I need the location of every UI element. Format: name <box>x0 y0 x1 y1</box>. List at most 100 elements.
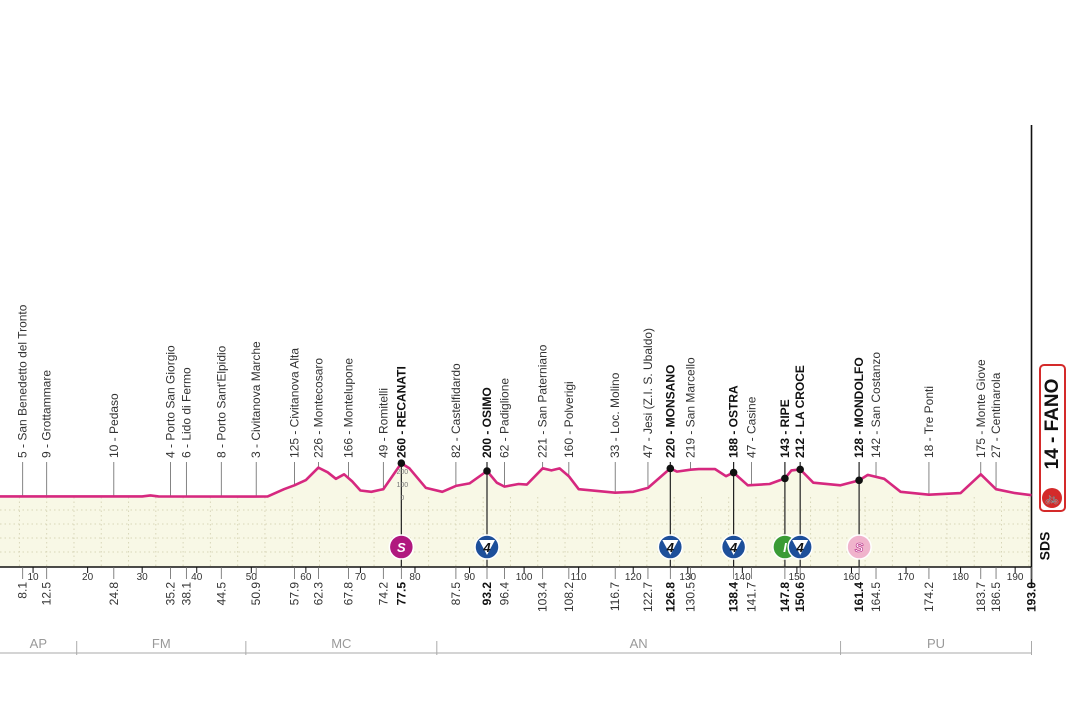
summit-dot <box>781 474 789 483</box>
place-label: 160 - Polverigi <box>562 381 576 458</box>
marker-symbol: I <box>783 540 787 555</box>
place-label: 142 - San Costanzo <box>869 352 883 458</box>
km-label: 93.2 <box>480 582 494 606</box>
place-label: 175 - Monte Giove <box>974 359 988 458</box>
x-tick-label: 100 <box>516 572 533 583</box>
province-label: AP <box>30 636 47 651</box>
x-tick-label: 180 <box>952 572 969 583</box>
x-tick-label: 110 <box>571 572 587 583</box>
x-tick-label: 30 <box>137 572 149 583</box>
place-label: 47 - Jesi (Z.I. S. Ubaldo) <box>641 328 655 458</box>
cyclist-icon: 🚲 <box>1042 488 1062 508</box>
place-label: 8 - Porto Sant'Elpidio <box>214 345 228 458</box>
summit-dot <box>483 467 491 475</box>
km-label: 164.5 <box>869 582 883 612</box>
sprint-marker-icon: S <box>846 534 872 560</box>
place-label: 4 - Porto San Giorgio <box>164 345 178 458</box>
km-label: 122.7 <box>641 582 655 612</box>
x-tick-label: 20 <box>82 572 94 583</box>
km-label: 24.8 <box>107 582 121 606</box>
finish-label: 14 - FANO <box>1041 378 1063 469</box>
summit-dot <box>729 468 738 477</box>
place-label: 10 - Pedaso <box>107 393 121 458</box>
climb-marker-icon: 4 <box>474 534 500 560</box>
marker-triangle <box>478 540 495 555</box>
x-tick-label: 140 <box>734 572 751 583</box>
km-label: 161.4 <box>852 582 866 612</box>
place-label: 219 - San Marcello <box>684 357 698 458</box>
summit-dot <box>397 459 406 468</box>
summit-dot <box>796 465 804 474</box>
x-tick-label: 130 <box>679 572 696 583</box>
marker-triangle <box>662 540 679 555</box>
km-label: 87.5 <box>449 582 463 606</box>
province-label: MC <box>331 636 351 651</box>
place-label: 5 - San Benedetto del Tronto <box>16 304 30 458</box>
km-label: 38.1 <box>179 582 193 606</box>
km-label: 116.7 <box>608 582 622 611</box>
sprint-marker-icon: S <box>388 534 415 560</box>
place-label: 3 - Civitanova Marche <box>249 341 263 458</box>
x-tick-label: 160 <box>843 572 860 583</box>
x-tick-label: 90 <box>464 572 476 583</box>
elevation-scale-label: 0 <box>400 495 404 502</box>
place-label: 49 - Romitelli <box>376 388 390 458</box>
finish-badge: 14 - FANO 🚲 <box>1039 364 1066 512</box>
km-label: 138.4 <box>727 582 741 612</box>
km-label: 74.2 <box>376 582 390 606</box>
marker-symbol: 4 <box>729 540 738 555</box>
place-label: 62 - Padiglione <box>497 378 511 458</box>
km-label: 44.5 <box>214 582 228 606</box>
x-tick-label: 150 <box>789 572 806 583</box>
km-label: 126.8 <box>663 582 677 612</box>
km-label: 147.8 <box>778 582 792 612</box>
place-label: 82 - Castelfidardo <box>449 363 463 458</box>
km-label: 50.9 <box>249 582 263 606</box>
province-label: FM <box>152 636 171 651</box>
marker-triangle <box>725 540 742 555</box>
x-tick-label: 70 <box>355 572 367 583</box>
marker-symbol: S <box>397 540 406 555</box>
place-label: 33 - Loc. Molino <box>608 372 622 458</box>
km-label: 57.9 <box>287 582 301 606</box>
km-label: 108.2 <box>562 582 576 612</box>
km-label: 186.5 <box>989 582 1003 612</box>
km-label: 8.1 <box>16 582 30 599</box>
summit-dot <box>666 464 675 473</box>
place-label: 3 - Porto d'Ascoli <box>0 368 2 458</box>
marker-symbol: S <box>855 540 864 555</box>
x-tick-label: 80 <box>409 572 421 583</box>
place-label: 188 - OSTRA <box>727 385 741 458</box>
sds-logo: SDS <box>1036 531 1053 561</box>
marker-triangle <box>792 540 809 555</box>
km-label: 130.5 <box>684 582 698 612</box>
x-tick-label: 120 <box>625 572 642 583</box>
x-tick-label: 40 <box>191 572 203 583</box>
km-label: 141.7 <box>745 582 759 612</box>
place-label: 221 - San Paterniano <box>536 344 550 458</box>
province-label: AN <box>630 636 648 651</box>
place-label: 166 - Montelupone <box>341 358 355 458</box>
km-label: 77.5 <box>394 582 408 606</box>
marker-symbol: 4 <box>482 540 491 555</box>
km-label: 62.3 <box>311 582 325 606</box>
place-label: 18 - Tre Ponti <box>922 386 936 458</box>
place-label: 27 - Centinarola <box>989 372 1003 458</box>
km-label: 12.5 <box>40 582 54 606</box>
climb-marker-icon: 4 <box>720 534 747 560</box>
elevation-scale-label: 200 <box>396 469 408 476</box>
place-label: 212 - LA CROCE <box>793 365 807 458</box>
x-tick-label: 10 <box>27 572 39 583</box>
place-label: 143 - RIPE <box>778 399 792 458</box>
km-label: 150.6 <box>793 582 807 612</box>
place-label: 260 - RECANATI <box>394 366 408 458</box>
km-label: 183.7 <box>974 582 988 612</box>
place-label: 6 - Lido di Fermo <box>179 367 193 458</box>
place-label: 125 - Civitanova Alta <box>287 348 301 458</box>
x-tick-label: 60 <box>300 572 312 583</box>
km-label: 96.4 <box>497 582 511 606</box>
km-label: 174.2 <box>922 582 936 612</box>
place-label: 220 - MONSANO <box>663 365 677 458</box>
marker-circle <box>388 534 415 560</box>
